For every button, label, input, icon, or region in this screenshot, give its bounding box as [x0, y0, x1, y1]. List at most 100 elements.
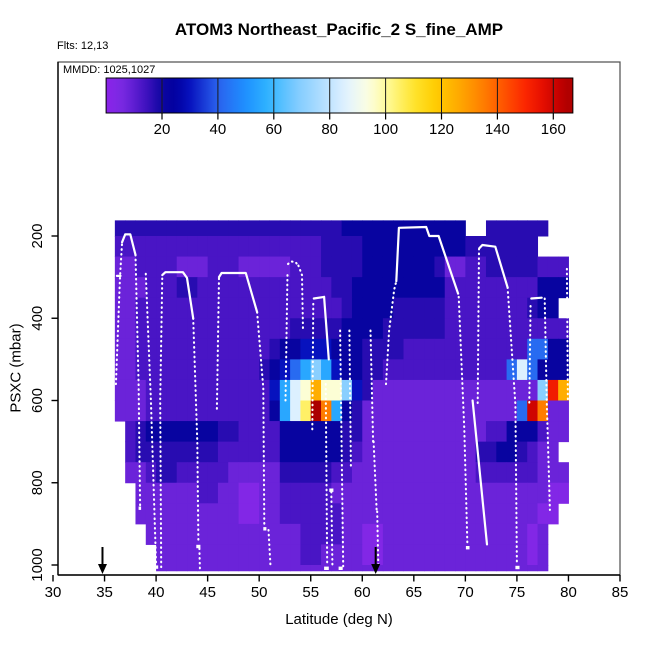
heatmap-cell [331, 379, 343, 401]
heatmap-cell [125, 400, 136, 422]
heatmap-cell [455, 544, 466, 566]
heatmap-cell [135, 359, 147, 381]
x-tick-label: 55 [302, 584, 319, 601]
flight-track-dotted [348, 329, 352, 468]
heatmap-cell [145, 482, 157, 504]
heatmap-cell [434, 523, 446, 545]
heatmap-cell [413, 379, 425, 401]
heatmap-cell [516, 523, 528, 545]
heatmap-cell [413, 236, 425, 258]
flight-track-dotted [284, 271, 289, 402]
heatmap-cell [259, 359, 270, 381]
heatmap-cell [413, 256, 425, 278]
heatmap-cell [238, 544, 250, 566]
heatmap-cell [248, 318, 260, 340]
heatmap-cell [547, 503, 559, 525]
heatmap-cell [135, 318, 147, 340]
heatmap-cell [527, 482, 539, 504]
heatmap-cell [176, 220, 188, 237]
heatmap-cell [290, 400, 301, 422]
heatmap-cell [269, 256, 281, 278]
heatmap-cell [197, 565, 209, 572]
heatmap-cell [496, 338, 508, 360]
heatmap-cell [125, 318, 136, 340]
heatmap-cell [145, 462, 157, 484]
heatmap-cell [197, 297, 209, 319]
heatmap-cell [444, 441, 456, 463]
heatmap-cell [424, 565, 435, 572]
colorbar-tick-label: 40 [210, 121, 227, 138]
heatmap-cell [537, 359, 549, 381]
colorbar-tick-label: 100 [373, 121, 398, 138]
heatmap-cell [485, 421, 497, 443]
y-tick-label: 200 [29, 223, 46, 248]
heatmap-cell [248, 277, 260, 299]
heatmap-cell [187, 256, 198, 278]
heatmap-cell [362, 503, 374, 525]
heatmap-cell [279, 220, 291, 237]
heatmap-cell [413, 544, 425, 566]
heatmap-cell [238, 359, 250, 381]
heatmap-cell [217, 256, 229, 278]
heatmap-cell [485, 338, 497, 360]
heatmap-cell [228, 482, 240, 504]
heatmap-cell [506, 318, 518, 340]
heatmap-cell [516, 544, 528, 566]
heatmap-cell [197, 359, 209, 381]
heatmap-cell [145, 220, 157, 237]
heatmap-cell [413, 220, 425, 237]
heatmap-cell [300, 379, 312, 401]
heatmap-cell [434, 338, 446, 360]
heatmap-cell [228, 220, 240, 237]
heatmap-cell [269, 462, 281, 484]
heatmap-cell [465, 400, 477, 422]
heatmap-cell [290, 565, 301, 572]
heatmap-cell [372, 503, 384, 525]
heatmap-cell [434, 256, 446, 278]
heatmap-cell [321, 482, 332, 504]
heatmap-cell [362, 256, 374, 278]
heatmap-cell [166, 462, 178, 484]
heatmap-cell [403, 421, 415, 443]
heatmap-cell [176, 482, 188, 504]
heatmap-cell [455, 462, 466, 484]
heatmap-cell [176, 277, 188, 299]
heatmap-cell [393, 421, 405, 443]
heatmap-cell [269, 338, 281, 360]
heatmap-cell [424, 441, 435, 463]
heatmap-cell [558, 359, 569, 381]
heatmap-cell [403, 318, 415, 340]
heatmap-cell [207, 236, 219, 258]
heatmap-cell [362, 400, 374, 422]
colorbar-tick-label: 60 [265, 121, 282, 138]
heatmap-cell [156, 544, 167, 566]
heatmap-cell [351, 297, 363, 319]
heatmap-cell [434, 462, 446, 484]
heatmap-cell [290, 277, 301, 299]
heatmap-cell [382, 441, 394, 463]
heatmap-cell [321, 379, 332, 401]
heatmap-cell [372, 359, 384, 381]
heatmap-cell [331, 400, 343, 422]
heatmap-cell [217, 441, 229, 463]
heatmap-cell [393, 379, 405, 401]
heatmap-cell [187, 338, 198, 360]
heatmap-cell [310, 523, 322, 545]
flight-track-dotted [256, 311, 266, 527]
heatmap-cell [362, 421, 374, 443]
heatmap-cell [207, 523, 219, 545]
heatmap-cell [475, 359, 487, 381]
heatmap-cell [207, 297, 219, 319]
colorbar-tick-label: 20 [154, 121, 171, 138]
y-tick-label: 600 [29, 388, 46, 413]
heatmap-cell [300, 318, 312, 340]
heatmap-cell [372, 236, 384, 258]
heatmap-cell [176, 462, 188, 484]
heatmap-cell [300, 523, 312, 545]
heatmap-cell [187, 441, 198, 463]
heatmap-cell [114, 359, 126, 381]
heatmap-cell [393, 441, 405, 463]
heatmap-cell [424, 544, 435, 566]
heatmap-cell [125, 462, 136, 484]
heatmap-cell [290, 220, 301, 237]
